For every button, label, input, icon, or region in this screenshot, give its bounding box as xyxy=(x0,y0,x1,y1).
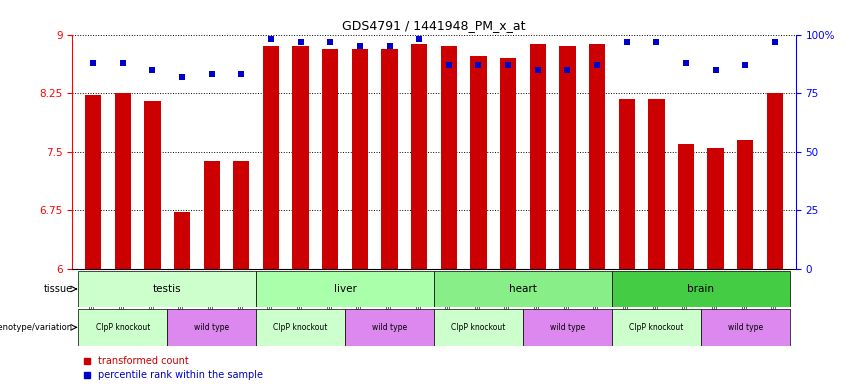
Point xyxy=(591,62,604,68)
Bar xyxy=(233,161,249,269)
Bar xyxy=(612,271,790,307)
Text: tissue: tissue xyxy=(43,284,73,294)
Bar xyxy=(737,140,753,269)
Point xyxy=(739,62,752,68)
Point xyxy=(531,67,545,73)
Point xyxy=(768,38,782,45)
Bar xyxy=(203,161,220,269)
Point xyxy=(383,43,397,50)
Text: ClpP knockout: ClpP knockout xyxy=(95,323,150,332)
Text: wild type: wild type xyxy=(550,323,585,332)
Bar xyxy=(612,309,701,346)
Point xyxy=(501,62,515,68)
Bar xyxy=(174,212,190,269)
Point xyxy=(471,62,485,68)
Title: GDS4791 / 1441948_PM_x_at: GDS4791 / 1441948_PM_x_at xyxy=(342,19,526,32)
Point xyxy=(709,67,722,73)
Bar xyxy=(648,99,665,269)
Bar xyxy=(78,309,167,346)
Bar xyxy=(523,309,612,346)
Text: genotype/variation: genotype/variation xyxy=(0,323,73,332)
Bar xyxy=(256,309,345,346)
Text: ClpP knockout: ClpP knockout xyxy=(451,323,505,332)
Point xyxy=(116,60,129,66)
Bar xyxy=(345,309,434,346)
Point xyxy=(353,43,367,50)
Point xyxy=(323,38,337,45)
Bar xyxy=(351,49,368,269)
Text: wild type: wild type xyxy=(372,323,407,332)
Bar xyxy=(167,309,256,346)
Point xyxy=(561,67,574,73)
Point xyxy=(649,38,663,45)
Text: liver: liver xyxy=(334,284,357,294)
Bar xyxy=(678,144,694,269)
Point xyxy=(679,60,693,66)
Bar xyxy=(381,49,397,269)
Point xyxy=(413,36,426,42)
Text: percentile rank within the sample: percentile rank within the sample xyxy=(98,370,263,380)
Bar xyxy=(144,101,161,269)
Bar xyxy=(529,44,546,269)
Text: brain: brain xyxy=(688,284,714,294)
Bar xyxy=(322,49,339,269)
Bar xyxy=(256,271,434,307)
Bar xyxy=(293,46,309,269)
Bar xyxy=(619,99,635,269)
Text: ClpP knockout: ClpP knockout xyxy=(273,323,328,332)
Point xyxy=(235,71,248,78)
Point xyxy=(146,67,159,73)
Text: wild type: wild type xyxy=(728,323,762,332)
Bar xyxy=(707,148,724,269)
Bar xyxy=(767,93,783,269)
Text: transformed count: transformed count xyxy=(98,356,188,366)
Bar xyxy=(115,93,131,269)
Text: wild type: wild type xyxy=(194,323,229,332)
Bar xyxy=(85,96,101,269)
Bar xyxy=(263,46,279,269)
Text: heart: heart xyxy=(509,284,537,294)
Point xyxy=(264,36,277,42)
Point xyxy=(442,62,455,68)
Point xyxy=(294,38,307,45)
Bar xyxy=(589,44,605,269)
Bar xyxy=(434,309,523,346)
Bar xyxy=(441,46,457,269)
Text: testis: testis xyxy=(153,284,181,294)
Point xyxy=(205,71,219,78)
Point xyxy=(620,38,633,45)
Bar xyxy=(471,56,487,269)
Point xyxy=(175,74,189,80)
Bar xyxy=(434,271,612,307)
Bar xyxy=(411,44,427,269)
Text: ClpP knockout: ClpP knockout xyxy=(629,323,683,332)
Bar xyxy=(701,309,790,346)
Bar xyxy=(78,271,256,307)
Point xyxy=(86,60,100,66)
Bar xyxy=(559,46,575,269)
Bar xyxy=(500,58,517,269)
